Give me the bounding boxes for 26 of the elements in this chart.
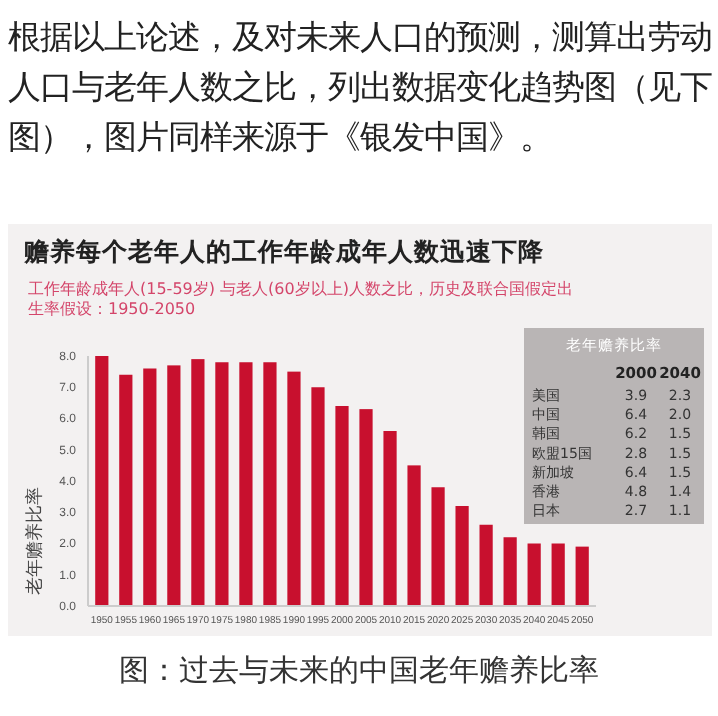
chart-subtitle: 工作年龄成年人(15-59岁) 与老人(60岁以上)人数之比，历史及联合国假定出生率假设：1950-2050 (28, 280, 575, 320)
bar (383, 431, 397, 606)
bar (119, 374, 133, 606)
text: 根据以上论述，及对未来人口的预测，测算出劳动人口与老年人数之比，列出数据变化趋势图（见下图），图片同样来源于《银发中国》。 (8, 16, 712, 160)
bar (527, 543, 541, 606)
text: 图：过去与未来的中国老年赡养比率 (117, 652, 601, 690)
bar (455, 506, 469, 606)
bar (239, 362, 253, 606)
bar (503, 537, 517, 606)
bar (287, 371, 301, 606)
y-axis-title: 老年赡养比率 (24, 487, 46, 595)
bar (479, 524, 493, 606)
bar (407, 465, 421, 606)
bar (431, 487, 445, 606)
chart-title: 赡养每个老年人的工作年龄成年人数迅速下降 (24, 236, 544, 270)
bar (335, 406, 349, 606)
bar (191, 359, 205, 606)
bar (575, 546, 589, 606)
bar (143, 368, 157, 606)
bar (215, 362, 229, 606)
bar (95, 356, 109, 606)
bar (311, 387, 325, 606)
bar (359, 409, 373, 606)
bar (167, 365, 181, 606)
bar (551, 543, 565, 606)
bar (263, 362, 277, 606)
